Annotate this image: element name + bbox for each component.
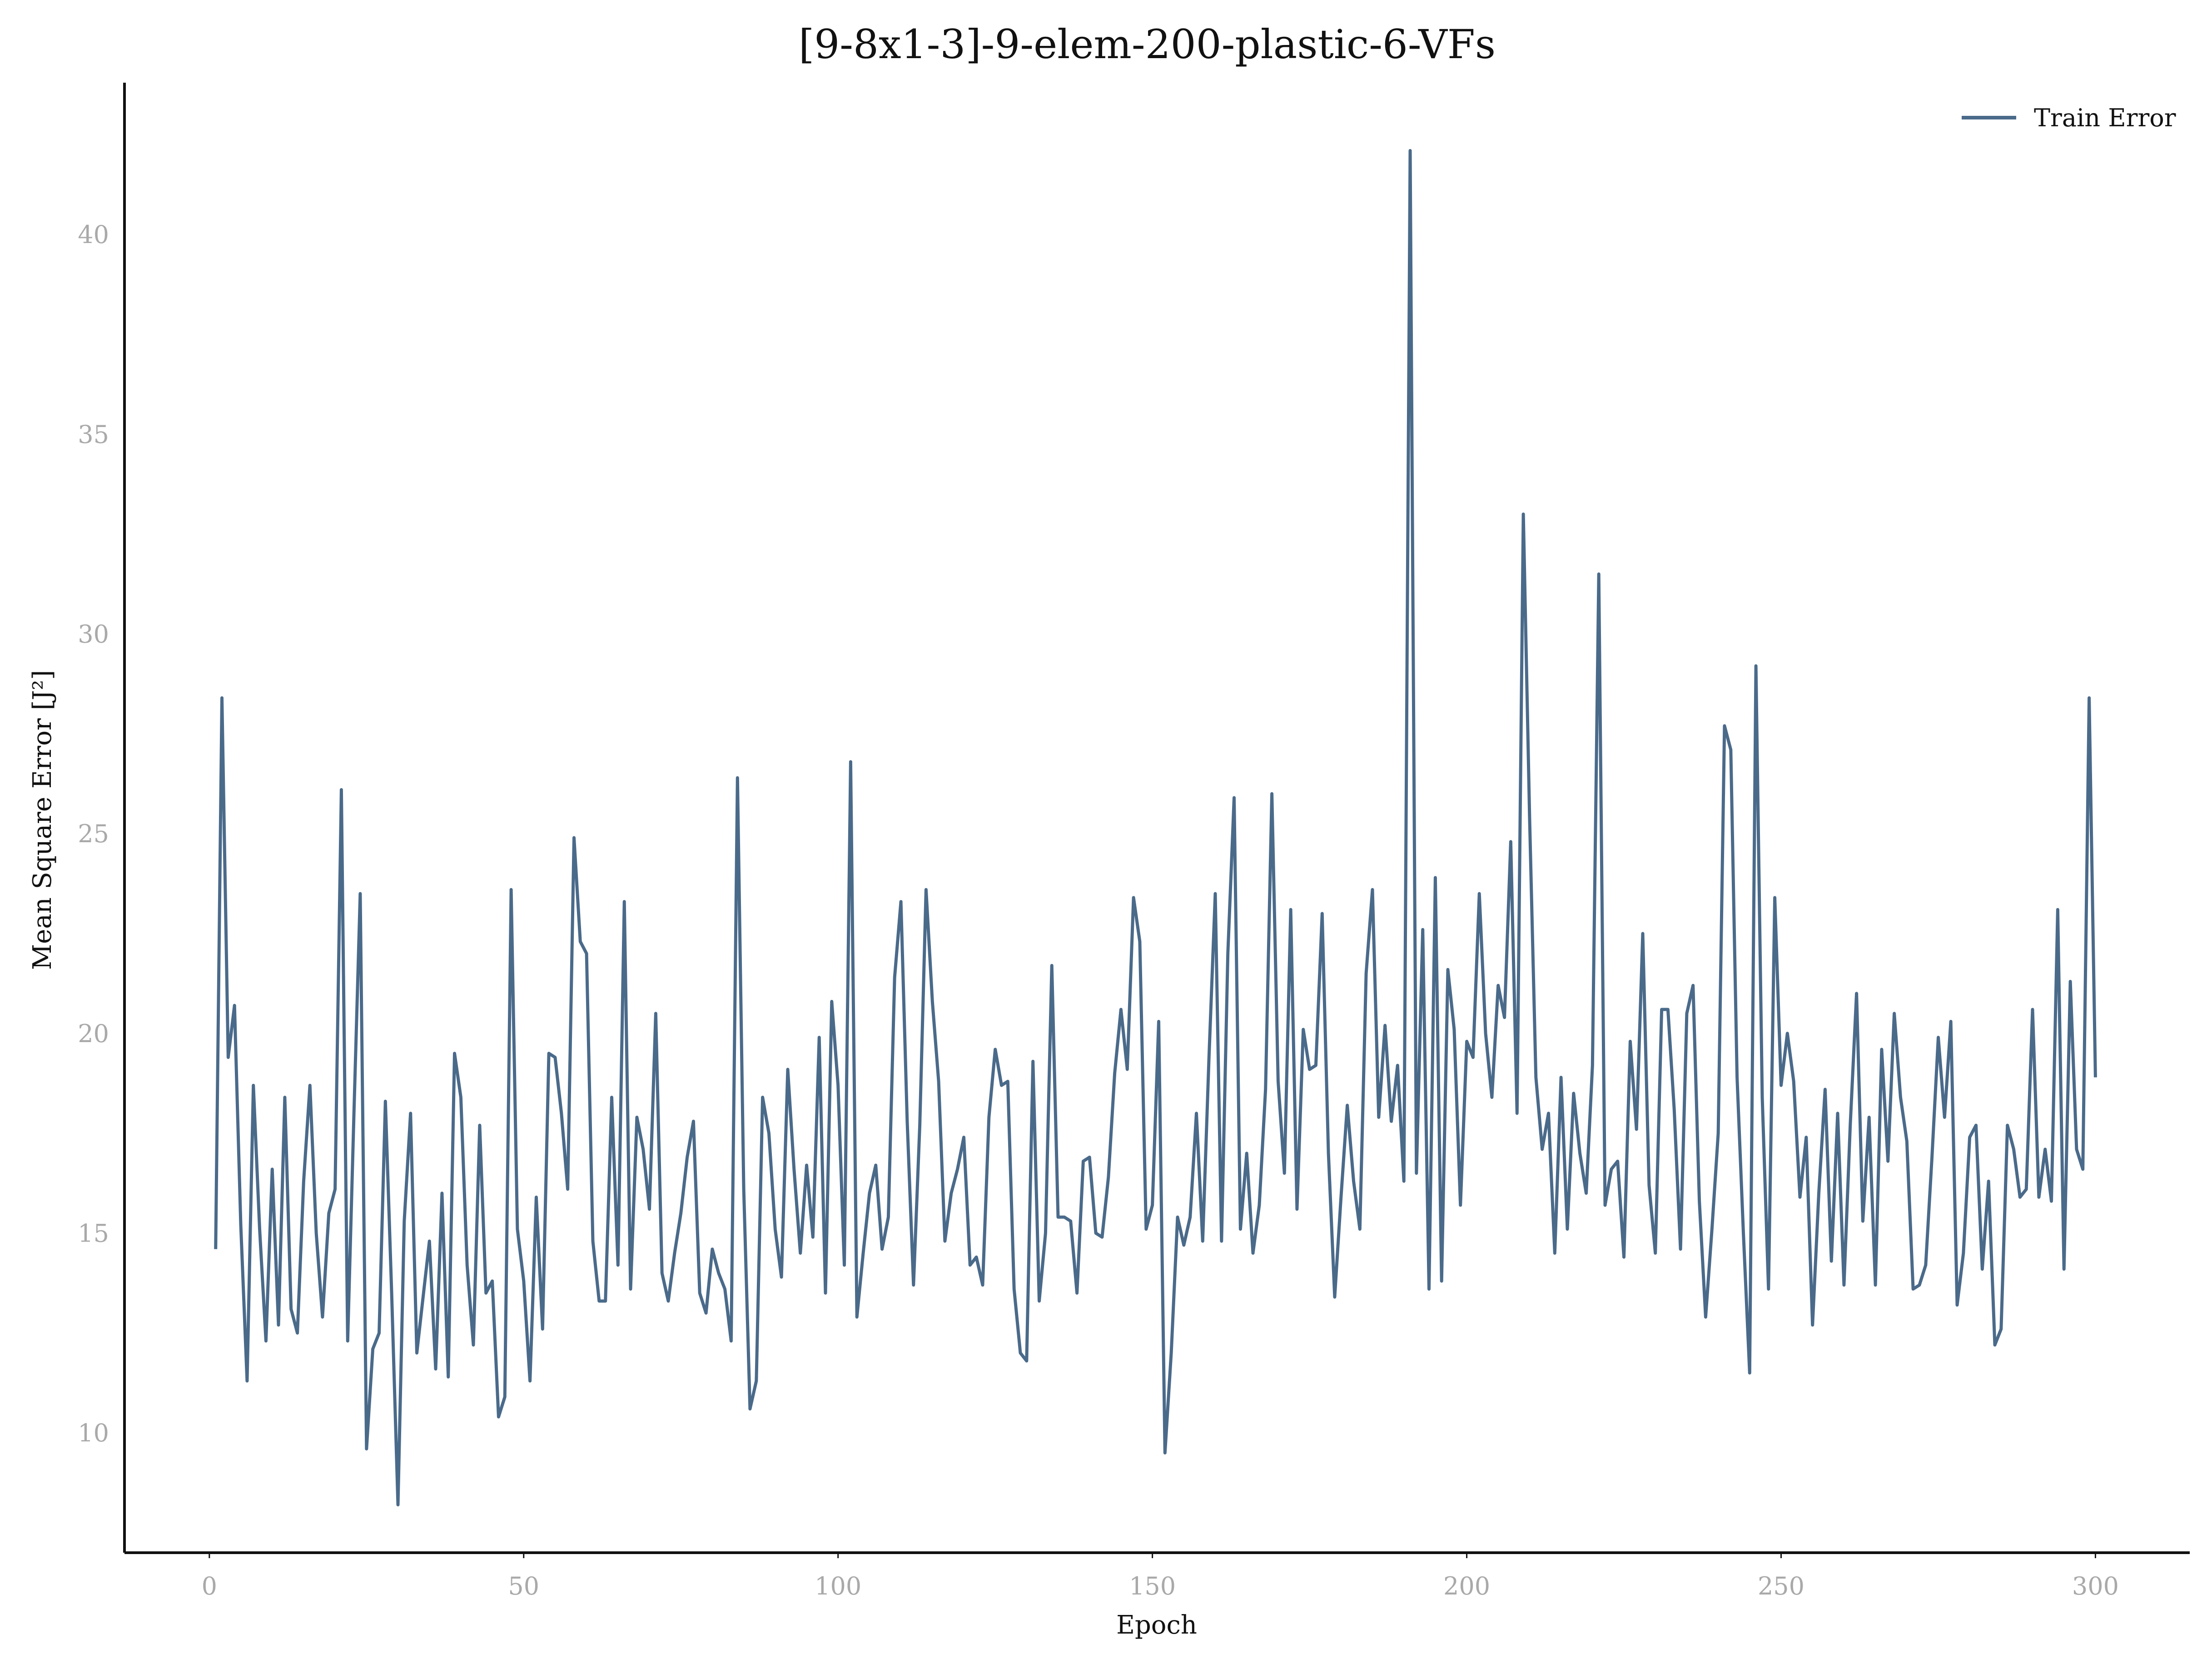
series-line-train-error	[214, 149, 2097, 1506]
legend: Train Error	[1962, 104, 2176, 132]
x-axis-label: Epoch	[1116, 1610, 1197, 1640]
x-ticks: 0 50 100 150 200 250 300	[202, 1553, 2119, 1600]
chart-title: [9-8x1-3]-9-elem-200-plastic-6-VFs	[799, 21, 1496, 68]
x-tick-label: 100	[815, 1572, 861, 1600]
x-tick-label: 250	[1758, 1572, 1804, 1600]
axes	[123, 83, 2190, 1554]
x-tick-label: 150	[1129, 1572, 1176, 1600]
y-axis-label: Mean Square Error [J²]	[28, 670, 57, 970]
y-ticks: 10 15 20 25 30 35 40	[78, 220, 109, 1447]
y-tick-label: 25	[78, 820, 109, 848]
plot-area	[214, 149, 2097, 1506]
x-tick-label: 0	[202, 1572, 217, 1600]
y-tick-label: 35	[78, 420, 109, 449]
y-tick-label: 15	[78, 1219, 109, 1248]
y-tick-label: 40	[78, 220, 109, 249]
x-tick-label: 300	[2072, 1572, 2119, 1600]
y-tick-label: 10	[78, 1419, 109, 1447]
legend-label-train-error: Train Error	[2034, 104, 2176, 132]
y-tick-label: 20	[78, 1019, 109, 1048]
x-tick-label: 50	[508, 1572, 539, 1600]
x-tick-label: 200	[1443, 1572, 1490, 1600]
y-tick-label: 30	[78, 620, 109, 649]
